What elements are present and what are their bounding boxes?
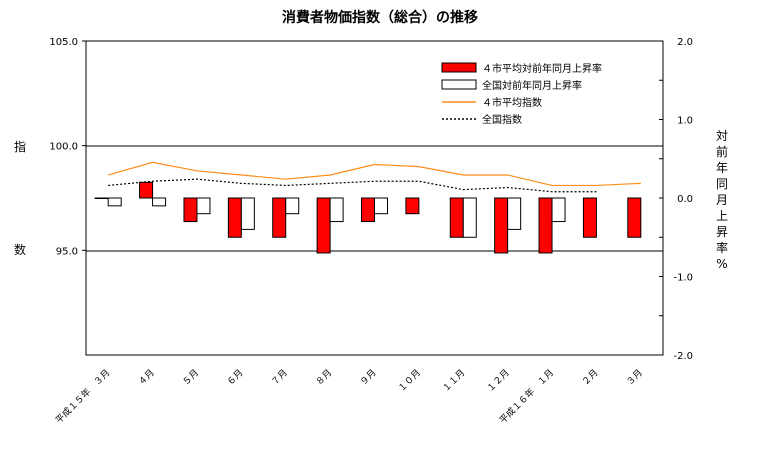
bar-four-city — [272, 197, 287, 238]
bar-four-city — [361, 197, 375, 223]
bar-national — [107, 197, 122, 207]
left-axis-label-part2: 数 — [14, 242, 26, 257]
x-tick-label: １０月 — [396, 367, 423, 394]
left-tick-label: 100.0 — [49, 142, 78, 153]
right-tick-label: -2.0 — [673, 351, 693, 362]
bar-four-city — [494, 197, 509, 254]
x-tick-label: ８月 — [314, 367, 335, 388]
x-tick-label: ４月 — [136, 367, 157, 388]
bar-national — [196, 197, 211, 215]
bar-national — [152, 197, 167, 207]
legend-swatch — [441, 62, 477, 73]
x-tick-label: １２月 — [485, 367, 512, 394]
bar-four-city — [405, 197, 420, 215]
right-tick-label: -1.0 — [673, 273, 693, 284]
left-tick-label: 105.0 — [49, 37, 78, 48]
bar-four-city — [94, 197, 109, 199]
legend-entry: 全国対前年同月上昇率 — [482, 79, 582, 92]
bar-four-city — [538, 197, 553, 254]
x-tick-label: ６月 — [225, 367, 246, 388]
bar-four-city — [449, 197, 464, 238]
bar-four-city — [227, 197, 242, 238]
x-tick-label: 平成１５年 ３月 — [53, 367, 112, 426]
legend-entry: ４市平均対前年同月上昇率 — [482, 62, 602, 75]
bar-four-city — [139, 181, 154, 199]
line-four-city-index — [108, 161, 641, 187]
right-tick-label: 1.0 — [677, 116, 693, 127]
right-tick-label: 0.0 — [677, 194, 693, 205]
bar-national — [462, 197, 477, 238]
x-tick-label: ２月 — [580, 367, 601, 388]
bar-national — [285, 197, 300, 215]
legend-entry: ４市平均指数 — [482, 96, 542, 109]
bar-national — [507, 197, 522, 230]
x-tick-label: ９月 — [358, 367, 379, 388]
x-tick-label: ５月 — [181, 367, 202, 388]
bar-national — [551, 197, 566, 223]
left-tick-label: 95.0 — [56, 246, 78, 257]
bar-four-city — [627, 197, 642, 238]
right-axis-label: 対前年同月上昇率% — [716, 129, 728, 271]
x-tick-label: ７月 — [269, 367, 290, 388]
right-tick-label: 2.0 — [677, 37, 693, 48]
bar-four-city — [183, 197, 198, 223]
bar-four-city — [582, 197, 597, 238]
x-tick-label: ３月 — [624, 367, 645, 388]
legend-entry: 全国指数 — [482, 113, 522, 126]
bar-four-city — [316, 197, 331, 254]
bar-national — [240, 197, 255, 230]
x-tick-label: １１月 — [441, 367, 468, 394]
legend-swatch — [441, 79, 477, 90]
line-national-index — [108, 178, 597, 193]
chart-title: 消費者物価指数（総合）の推移 — [282, 9, 478, 26]
left-axis-label-part1: 指 — [14, 139, 26, 154]
bar-national — [329, 197, 344, 223]
bar-national — [374, 197, 388, 215]
